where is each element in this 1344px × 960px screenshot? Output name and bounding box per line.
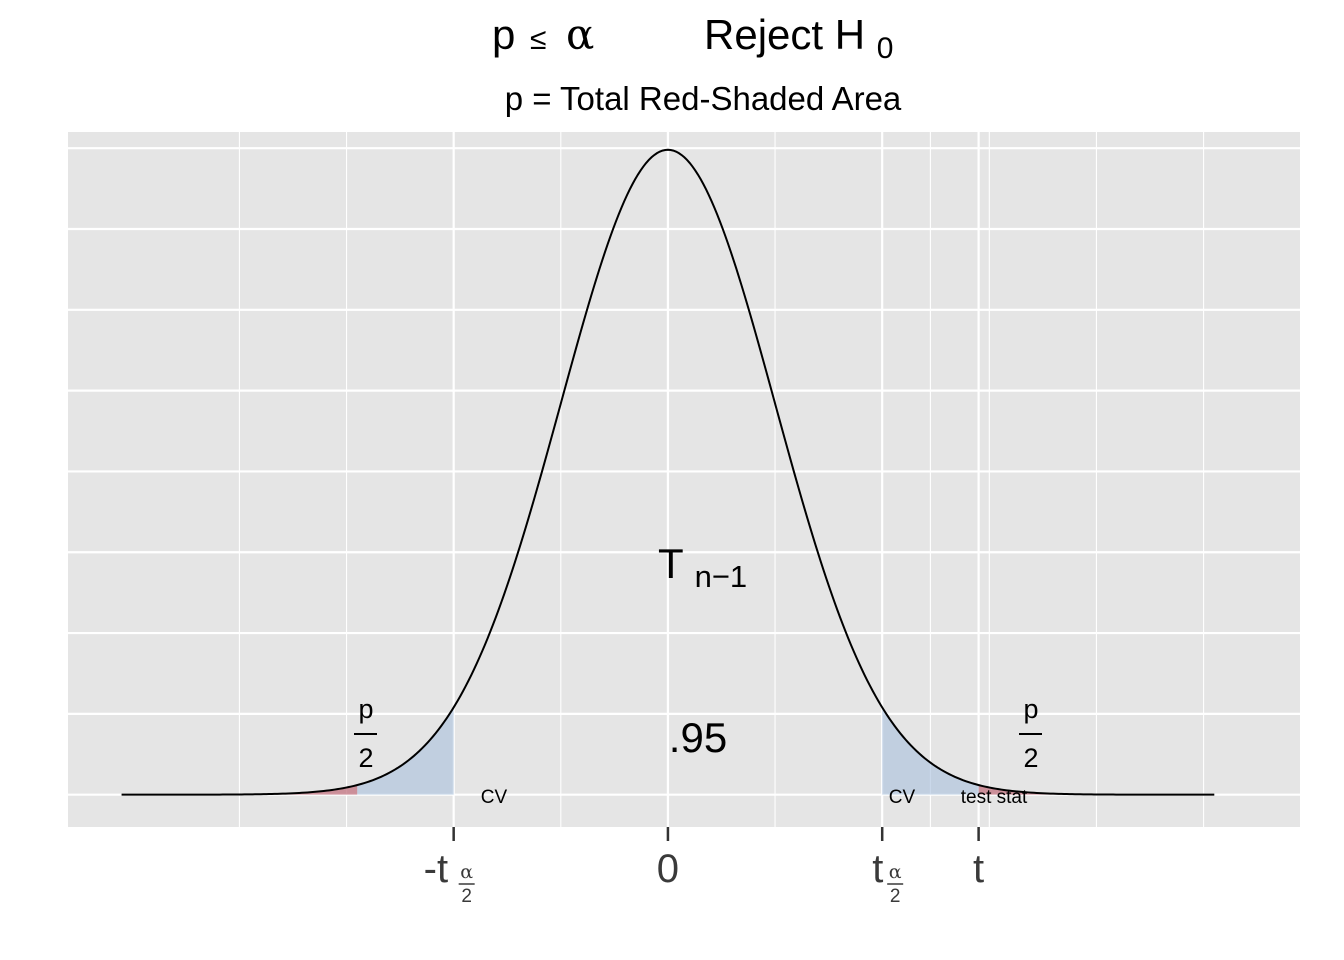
x-tick-subscript-two: 2 — [461, 886, 472, 907]
p-half-left-num: p — [358, 694, 373, 724]
p-half-left: p 2 — [354, 694, 377, 773]
cv-left-label: CV — [481, 787, 508, 808]
title-alpha: α — [566, 10, 594, 59]
x-tick-subscript-two: 2 — [890, 886, 901, 907]
blue-region-right — [882, 707, 979, 795]
distribution-subscript: n−1 — [695, 559, 748, 594]
x-tick-label: t — [973, 847, 984, 891]
title-subscript: 0 — [877, 32, 894, 65]
blue-region-left — [357, 707, 454, 795]
x-axis: -t α20 t α2t — [424, 827, 984, 907]
chart-title: p ≤ α Reject H 0 — [492, 10, 893, 65]
central-area-label: .95 — [669, 714, 727, 761]
chart-subtitle: p = Total Red-Shaded Area — [505, 80, 902, 117]
distribution-label: T n−1 — [658, 540, 747, 594]
x-tick-subscript-alpha: α — [460, 861, 473, 883]
p-half-right-num: p — [1023, 694, 1038, 724]
cv-right-label: CV — [889, 787, 916, 808]
minor-gridlines — [238, 132, 1205, 827]
x-tick-label: -t — [424, 847, 448, 891]
title-p: p — [492, 11, 515, 58]
title-reject: Reject H — [704, 11, 865, 58]
x-tick-label: t — [872, 847, 883, 891]
distribution-base: T — [658, 540, 683, 587]
density-curve — [121, 148, 1215, 796]
red-tail-right — [978, 785, 1215, 795]
p-half-right: p 2 — [1019, 694, 1042, 773]
p-half-right-den: 2 — [1023, 743, 1038, 773]
x-tick-label: 0 — [657, 847, 679, 891]
title-relation: ≤ — [530, 23, 546, 56]
test-stat-label: test stat — [961, 787, 1028, 808]
x-tick-subscript-alpha: α — [889, 861, 902, 883]
p-half-left-den: 2 — [358, 743, 373, 773]
plot-panel — [68, 132, 1300, 827]
red-tail-left — [121, 785, 358, 795]
